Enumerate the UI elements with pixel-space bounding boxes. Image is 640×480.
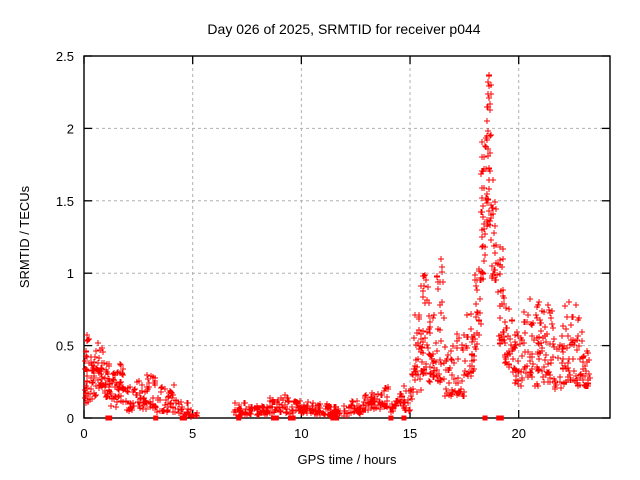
chart-title: Day 026 of 2025, SRMTID for receiver p04… <box>207 21 480 37</box>
y-axis-label: SRMTID / TECUs <box>17 185 32 288</box>
zero-flag-marker <box>271 415 277 421</box>
data-points <box>82 72 593 421</box>
x-tick-label: 15 <box>403 426 417 441</box>
x-tick-label: 20 <box>511 426 525 441</box>
x-tick-label: 5 <box>189 426 196 441</box>
y-tick-label: 1.5 <box>56 194 74 209</box>
y-tick-label: 1 <box>67 266 74 281</box>
zero-flag-marker <box>290 415 296 421</box>
zero-flag-marker <box>287 415 293 421</box>
zero-flag-marker <box>273 415 279 421</box>
grid-lines <box>84 56 610 418</box>
zero-flag-marker <box>330 415 336 421</box>
x-tick-label: 10 <box>294 426 308 441</box>
zero-flag-marker <box>181 415 187 421</box>
zero-flag-marker <box>334 415 340 421</box>
zero-flag-marker <box>498 415 504 421</box>
zero-flag-marker <box>482 415 488 421</box>
zero-flag-marker <box>236 415 242 421</box>
zero-flag-marker <box>496 415 502 421</box>
x-axis-label: GPS time / hours <box>298 452 397 467</box>
y-tick-label: 0.5 <box>56 339 74 354</box>
zero-flag-marker <box>153 415 159 421</box>
tick-labels: 0 5 10 15 20 0 0.5 1 1.5 2 2.5 <box>56 49 526 441</box>
y-tick-label: 0 <box>67 411 74 426</box>
y-tick-label: 2 <box>67 121 74 136</box>
y-tick-label: 2.5 <box>56 49 74 64</box>
zero-flag-marker <box>401 415 407 421</box>
zero-flag-marker <box>388 415 394 421</box>
zero-flag-marker <box>107 415 113 421</box>
x-tick-label: 0 <box>80 426 87 441</box>
